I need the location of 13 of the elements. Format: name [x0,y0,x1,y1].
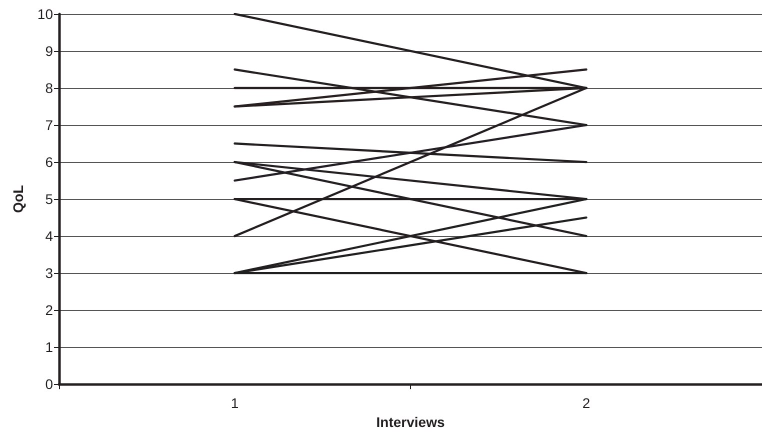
y-tick-label: 6 [45,154,54,170]
y-tick-label: 7 [45,117,54,134]
y-tick-label: 8 [45,80,54,96]
y-axis-title: QoL [10,184,26,214]
y-tick-label: 2 [45,302,54,318]
y-tick-label: 0 [45,376,54,392]
x-axis-title: Interviews [376,414,445,430]
y-tick-label: 1 [45,339,54,356]
y-tick-label: 4 [45,228,54,244]
y-tick-label: 5 [45,191,54,208]
y-tick-label: 10 [37,6,54,22]
y-tick-label: 3 [45,265,54,282]
y-tick-label: 9 [45,43,54,60]
